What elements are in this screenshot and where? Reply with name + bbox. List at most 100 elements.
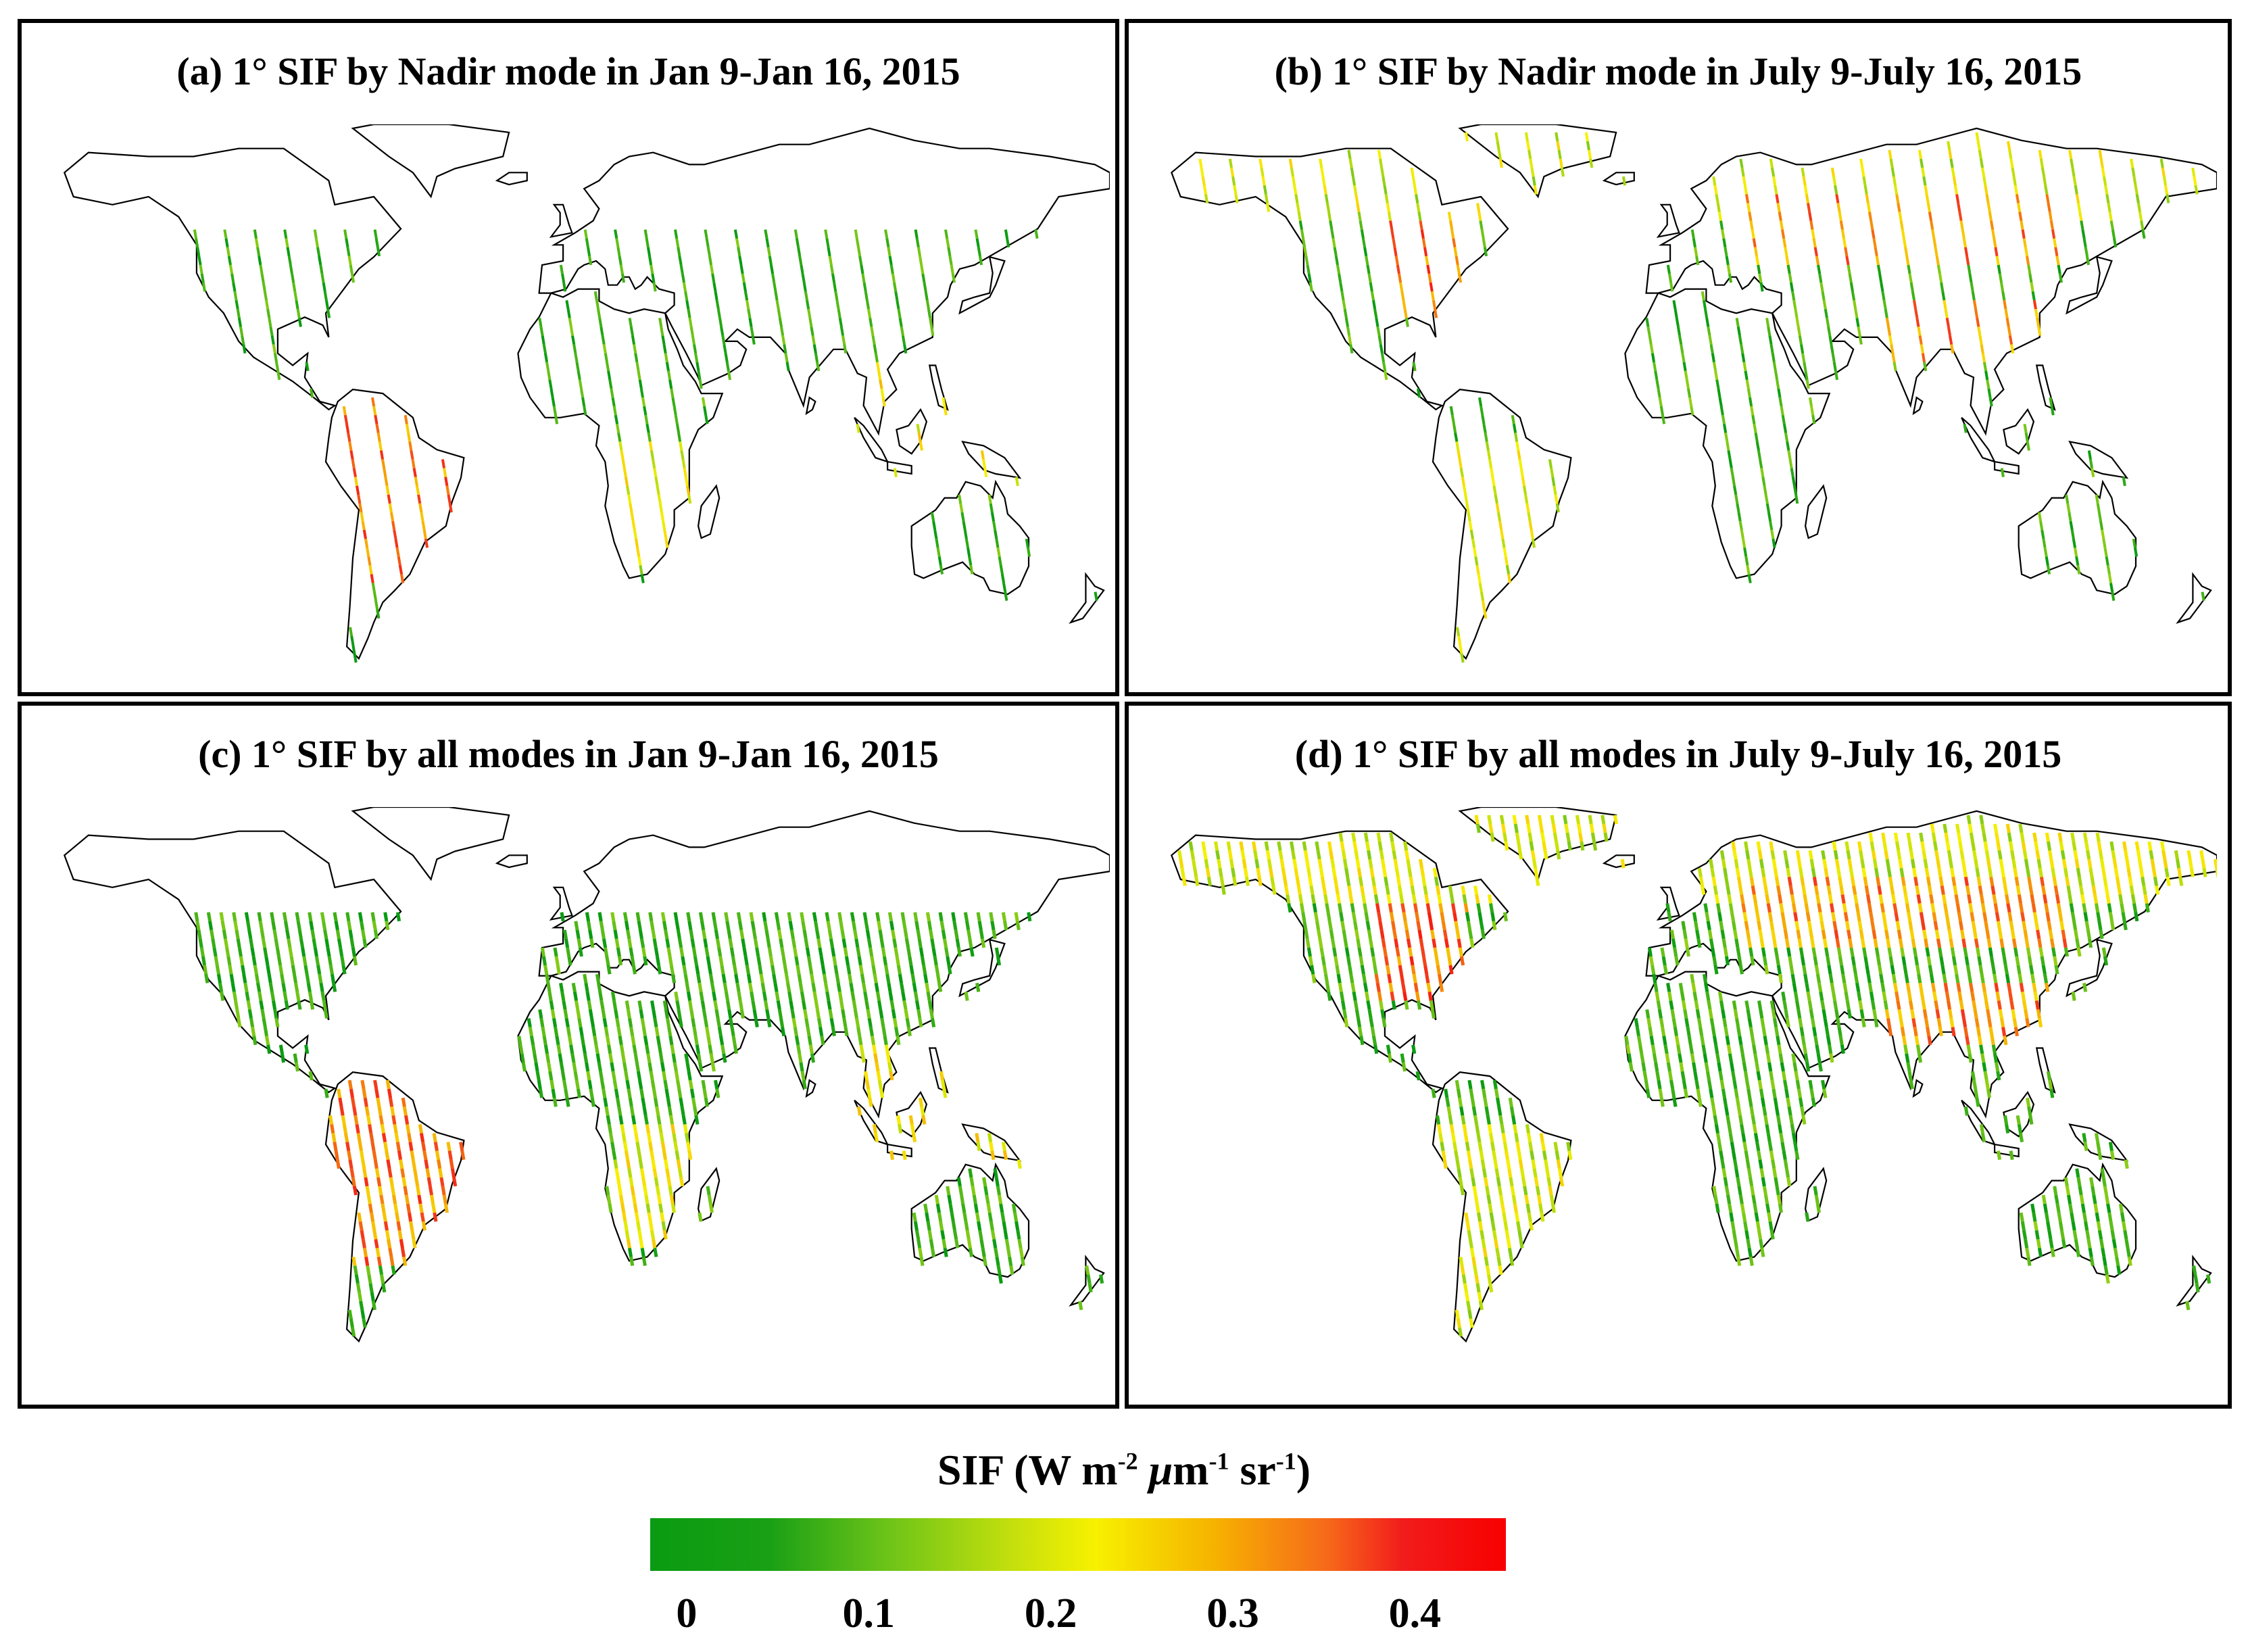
sif-swath-segment [1497, 149, 1502, 160]
sif-swath-segment [1728, 1133, 1734, 1143]
sif-swath-segment [1666, 982, 1671, 992]
sif-swath-segment [1655, 991, 1660, 1001]
sif-swath-segment [1860, 938, 1866, 948]
sif-swath-segment [1986, 1009, 1991, 1019]
sif-swath-segment [1472, 1186, 1477, 1196]
sif-swath-segment [2103, 547, 2108, 557]
landmass-outline [549, 886, 573, 921]
sif-swath-segment [318, 256, 322, 266]
sif-swath-segment [362, 1247, 368, 1257]
sif-swath-segment [356, 1283, 362, 1293]
sif-swath-segment [2026, 1097, 2031, 1107]
sif-swath-segment [446, 1142, 451, 1152]
sif-swath-segment [1588, 149, 1592, 160]
sif-swath-segment [2068, 149, 2073, 160]
sif-swath-segment [447, 494, 451, 504]
sif-swath-segment [563, 1009, 568, 1019]
sif-swath-segment [1967, 264, 1972, 274]
sif-swath-segment [1799, 867, 1804, 877]
sif-swath-segment [1769, 1071, 1774, 1081]
sif-swath-segment [541, 956, 547, 966]
sif-swath-segment [265, 299, 270, 310]
sif-swath-segment [360, 512, 364, 522]
sif-swath-segment [1979, 1123, 1984, 1134]
sif-swath-segment [773, 982, 779, 992]
sif-swath-segment [1963, 423, 1968, 433]
sif-swath-segment [2122, 477, 2126, 487]
sif-swath-segment [715, 1088, 720, 1098]
sif-swath-segment [1762, 876, 1767, 886]
sif-swath-segment [604, 947, 609, 957]
sif-swath-segment [1483, 609, 1488, 619]
sif-swath-segment [885, 1053, 891, 1063]
sif-swath-segment [1457, 1168, 1462, 1178]
sif-swath-segment [1805, 379, 1810, 389]
sif-swath-segment [1819, 282, 1824, 292]
sif-swath-segment [1240, 850, 1246, 860]
sif-swath-segment [1731, 1071, 1736, 1081]
sif-swath-segment [889, 1000, 895, 1010]
sif-swath-segment [689, 1088, 695, 1098]
sif-swath-segment [1736, 1177, 1741, 1187]
sif-swath-segment [2005, 318, 2010, 327]
sif-swath-segment [622, 1062, 628, 1072]
sif-swath-segment [943, 1247, 948, 1257]
sif-swath-segment [284, 1000, 289, 1010]
sif-swath-segment [879, 1088, 885, 1098]
sif-swath-segment [1620, 858, 1626, 869]
sif-swath-segment [1015, 921, 1021, 931]
sif-swath-segment [1721, 858, 1727, 869]
sif-swath-segment [1715, 379, 1720, 389]
sif-swath-segment [540, 947, 545, 957]
sif-swath-segment [1836, 1018, 1841, 1028]
sif-swath-segment [1331, 867, 1337, 877]
sif-swath-segment [2009, 1150, 2014, 1161]
sif-swath-segment [1451, 903, 1457, 913]
sif-swath-segment [690, 938, 695, 948]
sif-swath-segment [1808, 1079, 1813, 1090]
sif-swath-segment [389, 1257, 395, 1267]
sif-swath-segment [1445, 1097, 1450, 1107]
sif-swath-segment [2039, 158, 2044, 168]
sif-swath-segment [1940, 282, 1945, 292]
sif-swath-segment [558, 1053, 563, 1063]
sif-swath-segment [1396, 876, 1402, 886]
sif-swath-segment [2032, 982, 2037, 992]
sif-swath-segment [1886, 867, 1892, 877]
landmass-outline [2003, 408, 2035, 455]
sif-swath-segment [1784, 858, 1790, 869]
sif-swath-segment [2043, 894, 2048, 904]
sif-swath-segment [1821, 291, 1826, 301]
sif-swath-segment [1874, 947, 1880, 957]
sif-swath-segment [887, 912, 894, 922]
sif-swath-segment [608, 1133, 614, 1143]
sif-swath-segment [1709, 1018, 1715, 1028]
sif-swath-segment [897, 308, 902, 318]
sif-swath-segment [2082, 832, 2088, 842]
sif-swath-segment [1733, 1159, 1738, 1169]
sif-swath-segment [1685, 947, 1690, 957]
sif-swath-segment [1867, 982, 1873, 992]
sif-swath-segment [1863, 185, 1868, 195]
sif-swath-segment [1753, 247, 1759, 257]
landmass-outline [351, 124, 510, 199]
sif-swath-segment [1406, 858, 1411, 869]
sif-swath-segment [2057, 832, 2063, 842]
sif-swath-segment [1713, 185, 1718, 195]
sif-swath-segment [572, 1062, 577, 1072]
sif-swath-segment [1638, 1044, 1644, 1054]
sif-swath-segment [1719, 850, 1725, 860]
sif-swath-segment [1966, 1044, 1972, 1054]
sif-swath-segment [987, 494, 992, 504]
sif-swath-segment [1375, 982, 1381, 992]
sif-swath-segment [1788, 956, 1793, 966]
sif-swath-segment [1507, 1168, 1513, 1178]
sif-swath-segment [1376, 832, 1382, 842]
sif-swath-segment [614, 1088, 620, 1098]
sif-swath-segment [661, 1221, 666, 1231]
sif-swath-segment [607, 370, 612, 381]
sif-swath-segment [1697, 1018, 1703, 1028]
sif-swath-segment [1746, 1088, 1752, 1098]
sif-swath-segment [1742, 1062, 1747, 1072]
sif-swath-segment [1841, 973, 1847, 983]
